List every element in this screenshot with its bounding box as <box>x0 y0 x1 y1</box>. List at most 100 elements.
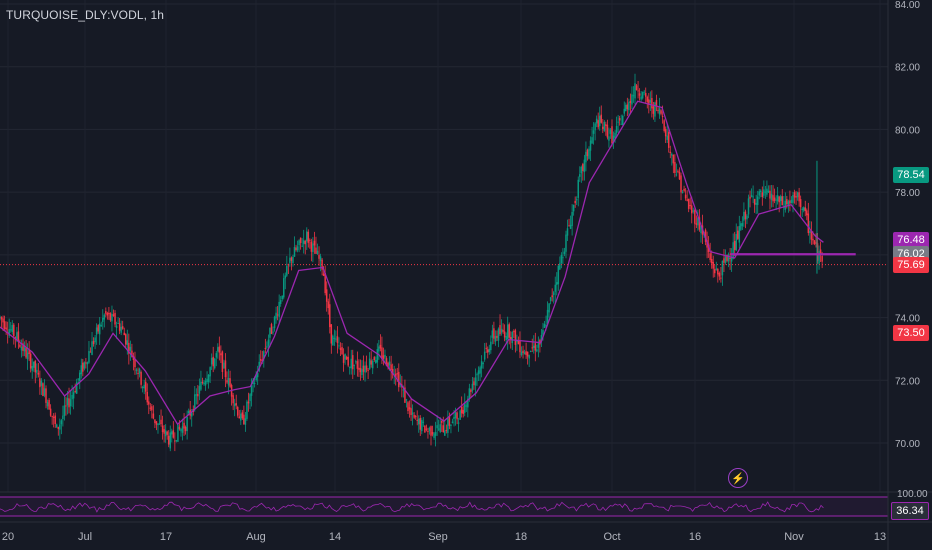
candle-body <box>75 382 78 394</box>
candle-body <box>534 343 537 351</box>
candle-body <box>201 381 204 384</box>
candle-body <box>605 124 607 126</box>
candle-body <box>802 207 805 211</box>
candle-body <box>749 196 751 199</box>
candle-body <box>385 358 388 366</box>
candle-body <box>559 263 561 270</box>
candle-body <box>770 193 773 200</box>
candle-body <box>367 369 369 371</box>
candle-body <box>487 349 489 353</box>
candle-body <box>786 199 788 205</box>
candle-body <box>296 246 299 251</box>
candle-body <box>368 358 371 370</box>
candle-body <box>352 355 354 370</box>
candle-body <box>520 351 523 356</box>
candle-body <box>140 372 142 385</box>
candle-body <box>781 196 783 206</box>
candle-body <box>675 174 678 176</box>
candle-body <box>195 394 198 396</box>
candle-body <box>181 426 184 433</box>
candle-body <box>773 197 776 201</box>
candle-body <box>51 415 53 417</box>
candle-body <box>655 99 658 107</box>
candle-body <box>724 255 727 263</box>
bolt-icon[interactable]: ⚡ <box>728 468 748 488</box>
candle-body <box>391 368 394 375</box>
candle-body <box>740 223 742 230</box>
candle-body <box>115 325 118 328</box>
candle-body <box>312 243 314 252</box>
candle-body <box>517 340 520 345</box>
candle-body <box>29 353 32 369</box>
candle-body <box>801 208 803 211</box>
candle-body <box>290 257 293 261</box>
candle-body <box>598 115 601 127</box>
candle-body <box>758 191 760 196</box>
candle-body <box>221 351 224 372</box>
candle-body <box>105 311 107 314</box>
candle-body <box>301 245 303 247</box>
rsi-top-label: 100.00 <box>897 489 928 500</box>
candle-body <box>450 424 452 426</box>
candle-body <box>709 253 711 260</box>
candle-body <box>502 329 504 332</box>
candle-body <box>617 121 619 123</box>
candle-body <box>514 330 517 345</box>
candle-body <box>715 268 718 270</box>
candle-body <box>687 198 690 209</box>
candle-body <box>329 304 331 328</box>
candle-body <box>241 412 244 419</box>
candle-body <box>63 405 66 416</box>
candle-body <box>77 378 79 380</box>
candle-body <box>583 159 586 172</box>
candle-body <box>667 132 670 148</box>
candle-body <box>531 347 533 349</box>
candle-body <box>660 110 662 114</box>
candle-body <box>319 256 322 262</box>
candle-body <box>57 426 60 430</box>
candle-body <box>465 405 468 407</box>
candle-body <box>692 210 695 212</box>
candle-body <box>82 362 84 372</box>
candle-body <box>40 380 43 386</box>
candle-body <box>74 390 76 392</box>
candle-body <box>592 130 595 134</box>
candle-body <box>664 128 667 137</box>
time-axis[interactable]: 20 Jul 17 Aug 14 Sep 18 Oct 16 Nov 13 <box>0 521 932 543</box>
x-tick-label: 20 <box>2 531 14 543</box>
candle-body <box>8 329 10 336</box>
candle-body <box>263 351 265 360</box>
candle-body <box>166 431 168 435</box>
candle-body <box>253 382 256 384</box>
candle-body <box>572 204 575 212</box>
candle-body <box>209 367 211 377</box>
candle-body <box>422 421 425 423</box>
candle-body <box>376 349 379 363</box>
candle-body <box>497 328 500 341</box>
candle-body <box>279 300 282 304</box>
candle-body <box>388 361 391 366</box>
candle-body <box>821 255 823 262</box>
candle-body <box>361 368 363 376</box>
candle-body <box>151 406 153 411</box>
candle-body <box>483 351 486 360</box>
candle-body <box>804 207 807 212</box>
symbol-title[interactable]: TURQUOISE_DLY:VODL, 1h <box>6 8 165 22</box>
candle-body <box>407 402 409 412</box>
candle-body <box>695 223 698 225</box>
candle-body <box>413 414 415 418</box>
candle-body <box>752 196 754 198</box>
candle-body <box>94 337 96 343</box>
candle-body <box>79 372 81 382</box>
candle-body <box>480 361 483 369</box>
candle-body <box>718 272 721 277</box>
candle-body <box>618 118 621 121</box>
candle-body <box>554 284 556 292</box>
candle-body <box>810 230 813 240</box>
candle-body <box>54 415 56 424</box>
candle-body <box>565 234 567 252</box>
candle-body <box>543 323 546 328</box>
candle-body <box>206 378 208 383</box>
